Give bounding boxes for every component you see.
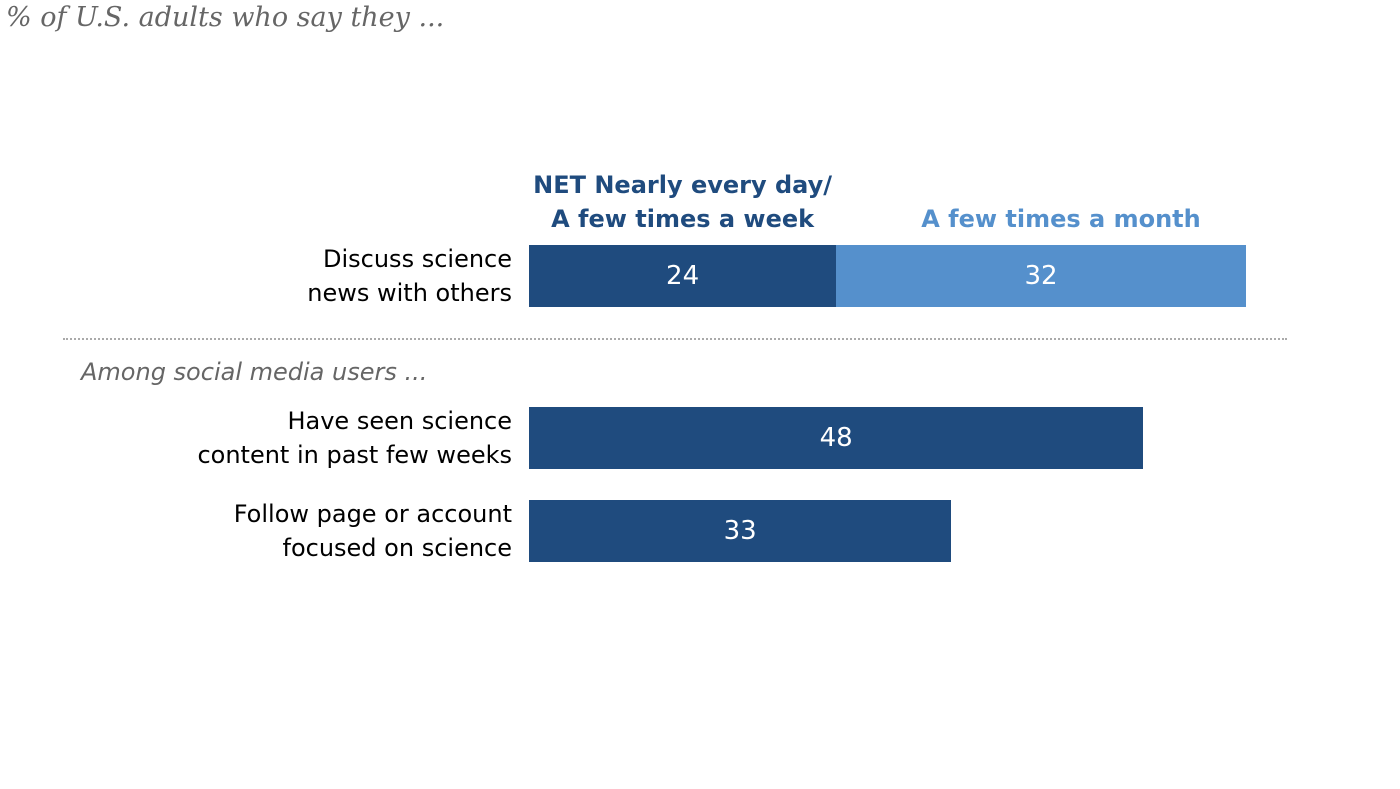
bar-segment	[529, 245, 837, 307]
value-label: 48	[819, 423, 853, 453]
legend-label: NET Nearly every day/ A few times a week	[533, 171, 833, 233]
subtitle: % of U.S. adults who say they ...	[6, 2, 445, 33]
bar-segment	[529, 500, 952, 562]
bar-segment	[529, 407, 1144, 469]
separator	[63, 338, 1287, 340]
category-label: Discuss science news with others	[307, 245, 512, 307]
category-label: Have seen science content in past few we…	[197, 407, 512, 469]
value-label: 33	[723, 516, 757, 546]
value-label: 32	[1024, 261, 1058, 291]
category-label: Follow page or account focused on scienc…	[233, 500, 512, 562]
value-label: 24	[666, 261, 700, 291]
bar-segment	[836, 245, 1246, 307]
legend-label: A few times a month	[921, 205, 1201, 233]
note: Among social media users ...	[81, 358, 428, 386]
